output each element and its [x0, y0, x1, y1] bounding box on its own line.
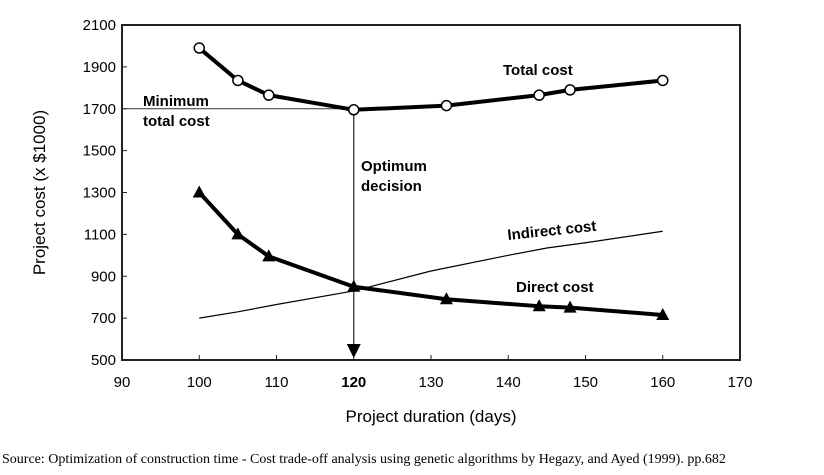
x-tick-label: 170	[727, 374, 752, 391]
y-tick-label: 2100	[83, 17, 116, 34]
direct-cost-label: Direct cost	[516, 279, 594, 296]
total-cost-point	[440, 99, 453, 112]
minimum-label-1: Minimum	[143, 93, 209, 110]
direct-cost-point	[262, 249, 276, 262]
minimum-label-2: total cost	[143, 113, 210, 130]
y-tick-label: 1100	[84, 226, 116, 243]
y-tick-label: 1500	[83, 143, 116, 160]
cost-chart: 500 700 900 1100 1300 1500 1700 1900 2100 90 100 11…	[30, 17, 753, 426]
total-cost-point	[564, 84, 576, 96]
total-cost-point	[533, 89, 545, 101]
y-tick-label: 1700	[83, 101, 116, 118]
direct-cost-point	[532, 299, 546, 312]
x-tick-label: 100	[187, 374, 212, 391]
plot-frame	[121, 24, 741, 361]
x-tick-label: 110	[265, 374, 289, 391]
direct-cost-point	[347, 279, 361, 292]
x-tick-label: 90	[114, 374, 131, 391]
direct-cost-point	[231, 227, 245, 240]
indirect-cost-label: Indirect cost	[507, 218, 597, 244]
x-tick-label: 160	[650, 374, 675, 391]
y-tick-label: 700	[91, 310, 116, 327]
y-tick-label: 1900	[83, 59, 116, 76]
x-tick-label: 140	[496, 374, 521, 391]
total-cost-point	[193, 42, 205, 54]
source-caption: Source: Optimization of construction tim…	[2, 452, 726, 467]
total-cost-point	[263, 89, 275, 101]
optimum-label-1: Optimum	[361, 158, 427, 175]
direct-cost-point	[563, 300, 577, 313]
indirect-cost-line	[199, 230, 663, 319]
total-cost-point	[348, 104, 360, 116]
y-tick-label: 1300	[83, 185, 116, 202]
y-tick-label: 900	[91, 268, 116, 285]
total-cost-label: Total cost	[503, 62, 573, 79]
total-cost-point	[232, 74, 244, 87]
direct-cost-point	[439, 292, 453, 305]
x-tick-label: 120	[341, 374, 366, 391]
x-tick-label: 130	[418, 374, 443, 391]
optimum-arrowhead	[346, 344, 361, 358]
direct-cost-point	[192, 185, 206, 198]
direct-cost-point	[656, 307, 670, 320]
y-tick-label: 500	[91, 352, 116, 369]
x-axis-label: Project duration (days)	[345, 407, 516, 426]
optimum-label-2: decision	[361, 178, 422, 195]
x-tick-label: 150	[573, 374, 598, 391]
total-cost-point	[657, 74, 669, 87]
y-axis-label: Project cost (x $1000)	[30, 110, 49, 275]
